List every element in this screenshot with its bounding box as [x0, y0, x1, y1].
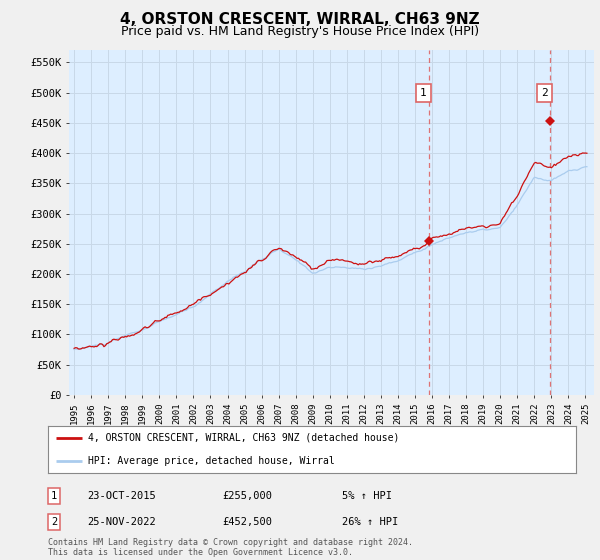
Text: 5% ↑ HPI: 5% ↑ HPI — [342, 491, 392, 501]
Text: 1: 1 — [420, 88, 427, 97]
Text: £452,500: £452,500 — [222, 517, 272, 527]
Text: Price paid vs. HM Land Registry's House Price Index (HPI): Price paid vs. HM Land Registry's House … — [121, 25, 479, 38]
Text: 4, ORSTON CRESCENT, WIRRAL, CH63 9NZ (detached house): 4, ORSTON CRESCENT, WIRRAL, CH63 9NZ (de… — [88, 432, 399, 442]
Text: £255,000: £255,000 — [222, 491, 272, 501]
Text: 23-OCT-2015: 23-OCT-2015 — [87, 491, 156, 501]
Text: Contains HM Land Registry data © Crown copyright and database right 2024.
This d: Contains HM Land Registry data © Crown c… — [48, 538, 413, 557]
Text: 2: 2 — [51, 517, 57, 527]
Text: HPI: Average price, detached house, Wirral: HPI: Average price, detached house, Wirr… — [88, 456, 334, 466]
Text: 26% ↑ HPI: 26% ↑ HPI — [342, 517, 398, 527]
Text: 4, ORSTON CRESCENT, WIRRAL, CH63 9NZ: 4, ORSTON CRESCENT, WIRRAL, CH63 9NZ — [120, 12, 480, 27]
Text: 2: 2 — [541, 88, 548, 97]
Text: 25-NOV-2022: 25-NOV-2022 — [87, 517, 156, 527]
Text: 1: 1 — [51, 491, 57, 501]
